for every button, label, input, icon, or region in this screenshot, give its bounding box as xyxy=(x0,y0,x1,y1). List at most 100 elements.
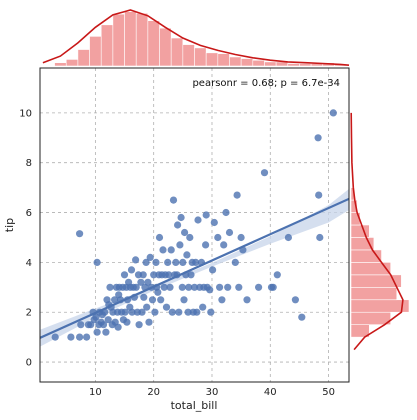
top-hist-bar xyxy=(194,47,207,67)
data-point xyxy=(174,221,182,229)
data-point xyxy=(162,303,171,311)
regression-line xyxy=(40,197,349,339)
top-marginal-panel xyxy=(42,9,350,67)
data-point xyxy=(183,251,191,259)
data-point xyxy=(314,134,322,142)
data-point xyxy=(92,313,100,321)
data-point xyxy=(186,233,194,242)
data-point xyxy=(152,258,160,266)
data-point xyxy=(202,241,210,249)
data-point xyxy=(193,308,201,316)
data-point xyxy=(216,283,224,291)
data-point xyxy=(138,308,146,316)
right-hist-bar xyxy=(350,237,375,251)
top-hist-bar xyxy=(252,59,265,67)
data-point xyxy=(140,293,148,301)
data-point xyxy=(269,283,277,291)
top-hist-bar xyxy=(287,63,300,67)
right-hist-bar xyxy=(350,287,398,301)
data-point xyxy=(165,271,173,279)
right-hist-bar xyxy=(350,262,391,276)
y-tick-label: 4 xyxy=(26,258,32,269)
data-point xyxy=(222,208,230,217)
data-point xyxy=(150,271,158,279)
top-hist-bar xyxy=(205,52,219,67)
right-hist-bar xyxy=(350,299,410,313)
data-point xyxy=(135,321,143,329)
data-point xyxy=(120,271,129,279)
y-tick-label: 6 xyxy=(26,208,32,219)
data-point xyxy=(190,283,199,291)
top-hist-bar xyxy=(170,37,184,67)
x-tick-label: 50 xyxy=(322,387,335,398)
data-point xyxy=(192,258,200,266)
data-point xyxy=(154,288,162,296)
top-hist-bar xyxy=(217,53,230,67)
data-point xyxy=(184,308,192,316)
data-point xyxy=(220,241,228,249)
top-hist-bar xyxy=(182,44,195,67)
data-point xyxy=(231,258,239,266)
top-hist-bar xyxy=(240,58,254,67)
data-point xyxy=(76,333,84,341)
data-point xyxy=(210,218,218,227)
data-point xyxy=(155,233,164,242)
data-point xyxy=(176,241,184,249)
data-point xyxy=(237,233,245,242)
data-point xyxy=(111,296,119,304)
x-tick-label: 20 xyxy=(147,387,160,398)
data-point xyxy=(143,303,151,311)
data-point xyxy=(77,321,85,329)
confidence-band xyxy=(40,188,349,347)
data-point xyxy=(315,191,323,199)
top-hist-bar xyxy=(135,12,149,67)
data-point xyxy=(93,258,101,266)
data-point xyxy=(206,286,214,294)
top-hist-bar xyxy=(100,24,114,67)
data-point xyxy=(235,283,243,291)
x-axis-title: total_bill xyxy=(171,399,218,412)
data-point xyxy=(207,308,215,316)
data-point xyxy=(144,278,152,286)
top-hist-bar xyxy=(89,36,102,67)
data-point xyxy=(202,211,210,219)
right-hist-bar xyxy=(350,311,391,325)
data-point xyxy=(114,323,122,331)
data-point xyxy=(243,296,251,304)
data-point xyxy=(329,109,337,117)
data-point xyxy=(102,328,110,336)
data-point xyxy=(159,246,167,254)
data-point xyxy=(224,283,232,291)
x-tick-label: 30 xyxy=(206,387,219,398)
data-point xyxy=(181,228,189,237)
data-point xyxy=(179,258,187,266)
data-point xyxy=(316,233,324,242)
top-kde-curve xyxy=(42,9,350,66)
data-point xyxy=(187,271,195,279)
top-hist-bar xyxy=(124,11,137,67)
data-point xyxy=(160,283,168,291)
data-point xyxy=(172,258,180,266)
top-hist-bar xyxy=(159,27,172,67)
data-point xyxy=(164,258,172,266)
right-hist-bar xyxy=(350,224,370,238)
data-point xyxy=(175,308,183,316)
top-hist-bar xyxy=(264,61,277,67)
y-tick-label: 10 xyxy=(19,108,32,119)
data-point xyxy=(67,333,75,341)
data-point xyxy=(157,296,165,304)
data-point xyxy=(255,283,263,291)
data-point xyxy=(298,313,306,321)
right-kde-curve xyxy=(350,112,404,351)
data-point xyxy=(178,283,186,291)
x-tick-label: 10 xyxy=(89,387,102,398)
data-point xyxy=(104,316,112,324)
data-point xyxy=(123,318,131,326)
data-point xyxy=(185,283,193,291)
data-point xyxy=(132,283,140,291)
data-point xyxy=(166,283,174,291)
pearsonr-annotation: pearsonr = 0.68; p = 6.7e-34 xyxy=(192,78,340,89)
data-point xyxy=(139,271,147,279)
y-axis-title: tip xyxy=(3,218,16,232)
